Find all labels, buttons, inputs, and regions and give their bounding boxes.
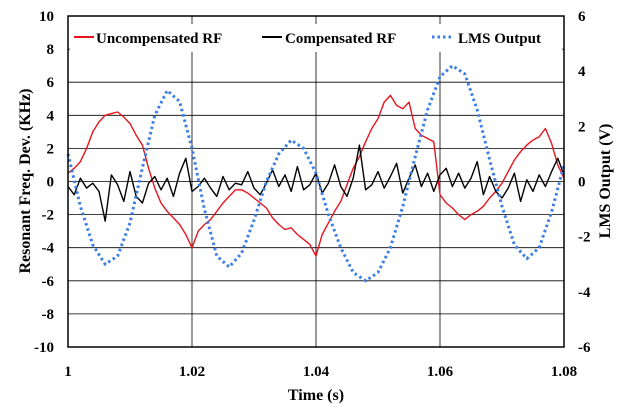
y2-tick-label-4: 2 bbox=[578, 119, 586, 135]
plot-frame bbox=[67, 15, 565, 348]
y-axis-title: Resonant Freq. Dev. (KHz) bbox=[17, 88, 34, 273]
y2-tick-label-2: -2 bbox=[578, 230, 591, 246]
legend-label-compensated: Compensated RF bbox=[285, 31, 396, 47]
x-tick-label-3: 1.06 bbox=[427, 364, 454, 380]
x-tick-label-0: 1 bbox=[64, 364, 72, 380]
x-tick-label-4: 1.08 bbox=[551, 364, 577, 380]
y2-tick-label-1: -4 bbox=[578, 285, 591, 301]
y2-axis-title: LMS Output (V) bbox=[597, 124, 614, 239]
y-tick-label-5: 0 bbox=[47, 175, 55, 191]
x-tick-label-2: 1.04 bbox=[303, 364, 330, 380]
legend-label-uncompensated: Uncompensated RF bbox=[96, 31, 222, 47]
legend-box bbox=[70, 24, 562, 52]
y-tick-label-9: 8 bbox=[47, 42, 55, 58]
series-line-2 bbox=[66, 64, 566, 283]
x-tick-label-1: 1.02 bbox=[179, 364, 205, 380]
y2-tick-label-5: 4 bbox=[578, 64, 586, 80]
y2-tick-label-6: 6 bbox=[578, 9, 586, 25]
y-tick-label-6: 2 bbox=[47, 141, 55, 157]
y-tick-label-1: -8 bbox=[42, 307, 55, 323]
y-tick-label-7: 4 bbox=[47, 108, 55, 124]
y-tick-label-8: 6 bbox=[47, 75, 55, 91]
y-tick-label-3: -4 bbox=[42, 241, 55, 257]
x-axis-title: Time (s) bbox=[288, 387, 344, 404]
legend-label-lms: LMS Output bbox=[458, 31, 541, 47]
y-tick-label-0: -10 bbox=[34, 340, 54, 356]
tick-labels: 1 1.02 1.04 1.06 1.08 -10 -8 -6 -4 -2 0 2 4 6 8 10 -6 -4 -… bbox=[34, 9, 591, 380]
y2-tick-label-0: -6 bbox=[578, 340, 591, 356]
y-tick-label-10: 10 bbox=[39, 9, 54, 25]
series-line-0 bbox=[67, 94, 565, 257]
legend: Uncompensated RF Compensated RF LMS Outp… bbox=[70, 24, 562, 52]
series-layer bbox=[66, 64, 566, 283]
y2-tick-label-3: 0 bbox=[578, 175, 586, 191]
y-tick-label-4: -2 bbox=[42, 208, 55, 224]
y-tick-label-2: -6 bbox=[42, 274, 55, 290]
